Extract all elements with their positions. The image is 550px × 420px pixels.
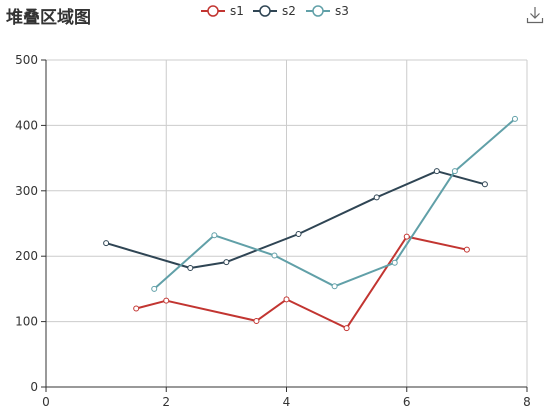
data-point-s2[interactable]	[373, 194, 380, 201]
x-tick-label: 0	[42, 395, 50, 409]
legend-circle-icon	[207, 5, 219, 17]
legend-label: s3	[335, 4, 349, 18]
data-point-s1[interactable]	[343, 325, 350, 332]
series-s3	[151, 115, 518, 292]
data-point-s1[interactable]	[133, 305, 140, 312]
data-point-s1[interactable]	[403, 233, 410, 240]
series-s2	[103, 168, 488, 271]
legend-circle-icon	[312, 5, 324, 17]
series-layer	[103, 115, 518, 332]
data-point-s3[interactable]	[151, 285, 158, 292]
axis-layer: 0 100 200 300 400 500 0 2 4 6 8	[15, 53, 531, 409]
data-point-s1[interactable]	[283, 296, 290, 303]
legend-label: s2	[282, 4, 296, 18]
legend-circle-icon	[259, 5, 271, 17]
series-line-s2	[105, 170, 486, 269]
series-s1	[133, 233, 470, 332]
download-button[interactable]	[526, 6, 544, 24]
y-tick-label: 200	[15, 249, 38, 263]
series-line-s3	[153, 118, 516, 290]
data-point-s2[interactable]	[481, 181, 488, 188]
x-tick-label: 6	[403, 395, 411, 409]
data-point-s1[interactable]	[253, 317, 260, 324]
x-tick-label: 4	[283, 395, 291, 409]
grid-layer	[46, 59, 528, 387]
data-point-s3[interactable]	[511, 115, 518, 122]
legend-item-s3[interactable]: s3	[306, 4, 349, 18]
download-icon	[526, 7, 544, 24]
y-tick-label: 500	[15, 53, 38, 67]
series-line-s1	[135, 235, 468, 330]
data-point-s2[interactable]	[187, 264, 194, 271]
data-point-s2[interactable]	[103, 240, 110, 247]
data-point-s3[interactable]	[211, 232, 218, 239]
legend-item-s1[interactable]: s1	[201, 4, 244, 18]
data-point-s1[interactable]	[463, 246, 470, 253]
legend: s1 s2 s3	[201, 4, 349, 18]
chart-title: 堆叠区域图	[6, 8, 91, 28]
legend-item-s2[interactable]: s2	[253, 4, 296, 18]
y-tick-label: 0	[30, 380, 38, 394]
data-point-s3[interactable]	[451, 168, 458, 175]
data-point-s1[interactable]	[163, 297, 170, 304]
legend-label: s1	[230, 4, 244, 18]
data-point-s2[interactable]	[433, 168, 440, 175]
data-point-s3[interactable]	[331, 283, 338, 290]
y-tick-label: 400	[15, 118, 38, 132]
data-point-s2[interactable]	[223, 259, 230, 266]
y-tick-label: 300	[15, 184, 38, 198]
data-point-s3[interactable]	[391, 259, 398, 266]
data-point-s2[interactable]	[295, 230, 302, 237]
data-point-s3[interactable]	[271, 252, 278, 259]
x-tick-label: 2	[162, 395, 170, 409]
y-tick-label: 100	[15, 315, 38, 329]
x-tick-label: 8	[523, 395, 531, 409]
